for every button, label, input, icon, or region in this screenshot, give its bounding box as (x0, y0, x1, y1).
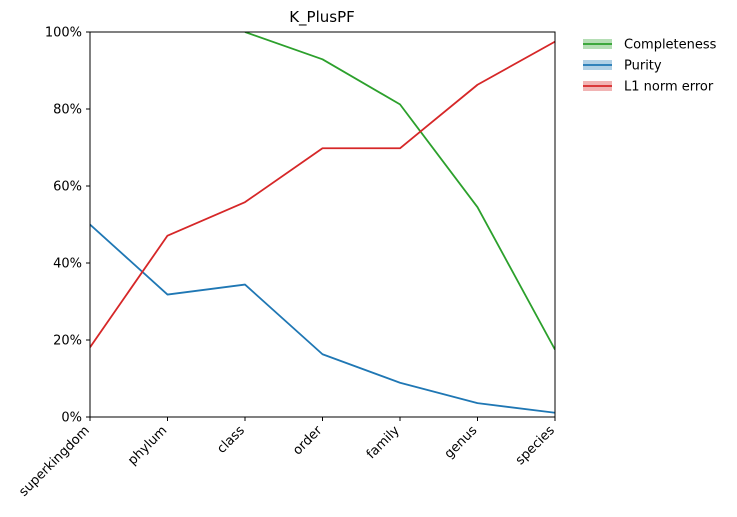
legend-item-l1-norm-error: L1 norm error (583, 80, 714, 95)
legend-item-purity: Purity (583, 59, 662, 74)
y-tick-label: 0% (61, 411, 82, 426)
x-tick-label: class (214, 423, 248, 457)
axes: 0% 20% 40% 60% 80% 100% superkingdom phylum clas… (16, 26, 558, 500)
legend: Completeness Purity L1 norm error (583, 38, 717, 95)
x-tick-label: genus (442, 423, 481, 462)
x-tick-label: superkingdom (16, 423, 92, 499)
y-tick-label: 20% (53, 334, 82, 349)
plot-lines (90, 32, 555, 414)
y-tick-label: 100% (45, 26, 82, 41)
legend-label: Completeness (624, 38, 717, 53)
legend-label: Purity (624, 59, 662, 74)
x-tick-label: family (364, 423, 403, 462)
legend-item-completeness: Completeness (583, 38, 717, 53)
y-tick-label: 60% (53, 180, 82, 195)
series-line-completeness (244, 32, 555, 351)
plot-frame (89, 31, 556, 418)
x-tick-label: phylum (125, 423, 170, 468)
series-line-l1-norm-error (90, 40, 555, 348)
x-tick-label: order (290, 423, 326, 459)
chart-title: K_PlusPF (289, 8, 355, 27)
y-tick-label: 80% (53, 103, 82, 118)
series-line-purity (90, 223, 555, 414)
y-tick-label: 40% (53, 257, 82, 272)
legend-label: L1 norm error (624, 80, 714, 95)
x-tick-label: species (513, 423, 558, 468)
